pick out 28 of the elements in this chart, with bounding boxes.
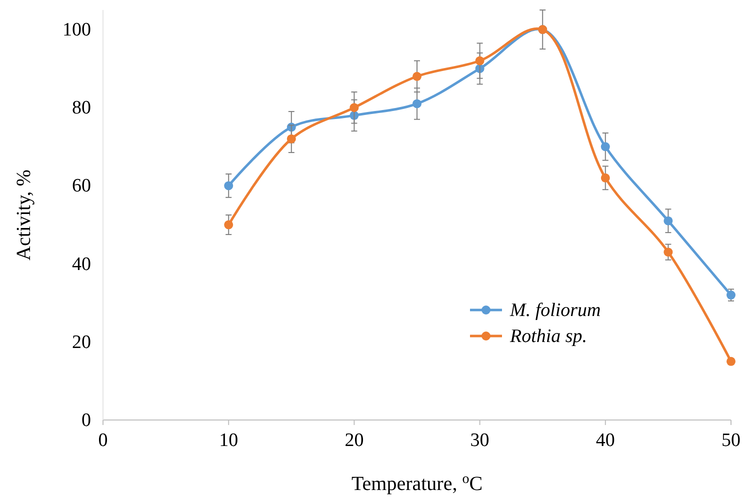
y-tick-label: 60 [72,176,91,197]
y-tick-label: 100 [62,20,91,41]
x-tick-label: 50 [722,430,740,451]
point [475,56,484,66]
y-tick-label: 80 [72,98,91,119]
point [664,216,673,226]
point [726,356,736,366]
point [412,72,422,81]
point [412,99,422,108]
y-tick-label: 0 [82,410,91,431]
point [224,181,234,190]
point [224,220,234,230]
x-tick-label: 40 [596,430,615,451]
x-tick-label: 10 [219,430,238,451]
x-tick-label: 0 [98,430,108,451]
point [600,173,610,182]
point [664,248,673,257]
legend-label: M. foliorum [509,300,601,321]
x-tick-label: 30 [470,430,490,451]
legend-label: Rothia sp. [509,326,588,347]
y-tick-label: 40 [72,254,91,275]
point [726,290,736,300]
y-tick-label: 20 [72,332,91,353]
point [350,103,359,112]
point [600,142,610,152]
y-axis-title: Activity, % [13,170,35,260]
x-axis-title: Temperature, $^{o}$C [351,472,483,495]
x-tick-label: 20 [344,430,364,451]
